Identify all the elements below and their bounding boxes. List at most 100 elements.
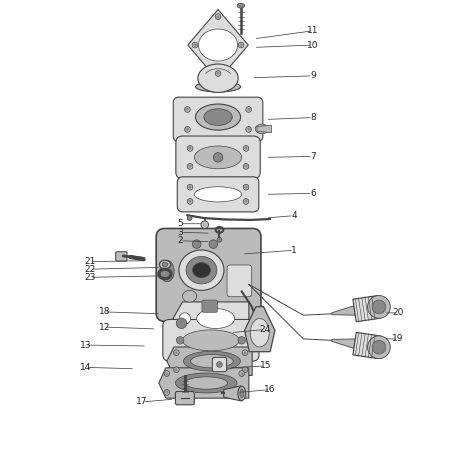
Text: 9: 9	[310, 72, 316, 80]
FancyBboxPatch shape	[212, 357, 227, 372]
Ellipse shape	[183, 351, 240, 371]
Circle shape	[367, 295, 390, 318]
Ellipse shape	[199, 29, 237, 61]
Ellipse shape	[372, 340, 386, 354]
Text: 1: 1	[291, 246, 297, 255]
Circle shape	[187, 184, 193, 190]
Circle shape	[176, 318, 187, 328]
Circle shape	[242, 350, 248, 356]
Text: 4: 4	[291, 211, 297, 220]
Text: 8: 8	[310, 113, 316, 122]
Circle shape	[238, 42, 244, 48]
Text: 5: 5	[177, 219, 183, 228]
Circle shape	[246, 107, 251, 112]
Polygon shape	[257, 125, 271, 133]
Text: 3: 3	[177, 228, 183, 237]
Text: 17: 17	[137, 398, 148, 406]
Circle shape	[192, 240, 201, 248]
Ellipse shape	[192, 263, 210, 278]
Text: 14: 14	[80, 363, 91, 372]
Ellipse shape	[175, 373, 237, 393]
Polygon shape	[332, 339, 355, 348]
Ellipse shape	[255, 124, 268, 134]
Circle shape	[164, 371, 170, 376]
FancyBboxPatch shape	[176, 136, 260, 179]
Text: 10: 10	[307, 41, 319, 49]
Text: 23: 23	[84, 273, 96, 282]
Polygon shape	[188, 9, 248, 81]
Circle shape	[217, 362, 222, 367]
Ellipse shape	[159, 260, 171, 269]
Text: 2: 2	[177, 237, 183, 245]
Circle shape	[215, 71, 221, 76]
FancyBboxPatch shape	[177, 177, 259, 212]
Text: 19: 19	[392, 335, 404, 343]
Text: 18: 18	[99, 308, 110, 316]
Circle shape	[243, 164, 249, 169]
Circle shape	[187, 199, 193, 204]
Ellipse shape	[186, 256, 217, 284]
Text: 11: 11	[307, 27, 319, 35]
FancyBboxPatch shape	[163, 319, 259, 361]
Circle shape	[215, 14, 221, 19]
Circle shape	[209, 240, 218, 248]
Ellipse shape	[162, 263, 168, 266]
Polygon shape	[173, 302, 249, 335]
Ellipse shape	[250, 319, 269, 347]
Circle shape	[164, 390, 170, 395]
Ellipse shape	[204, 109, 232, 126]
Ellipse shape	[179, 250, 224, 290]
FancyBboxPatch shape	[175, 392, 194, 405]
Ellipse shape	[191, 355, 233, 368]
Circle shape	[239, 371, 245, 376]
Circle shape	[201, 221, 209, 228]
Circle shape	[185, 107, 191, 112]
Circle shape	[173, 367, 179, 373]
Circle shape	[243, 184, 249, 190]
Circle shape	[192, 42, 198, 48]
Circle shape	[217, 237, 222, 242]
FancyBboxPatch shape	[116, 252, 127, 261]
Polygon shape	[353, 296, 381, 322]
Ellipse shape	[238, 386, 246, 401]
FancyBboxPatch shape	[202, 300, 218, 312]
Ellipse shape	[237, 3, 245, 8]
Circle shape	[367, 336, 390, 359]
Ellipse shape	[240, 389, 244, 398]
Polygon shape	[159, 368, 249, 398]
Circle shape	[187, 164, 193, 169]
Circle shape	[176, 337, 184, 344]
Ellipse shape	[194, 187, 242, 202]
Text: 22: 22	[84, 265, 96, 273]
Text: 12: 12	[99, 323, 110, 331]
Ellipse shape	[185, 377, 228, 389]
Circle shape	[246, 127, 251, 132]
Ellipse shape	[196, 104, 240, 130]
Polygon shape	[353, 332, 381, 358]
Text: 21: 21	[84, 257, 96, 266]
Circle shape	[173, 350, 179, 356]
FancyBboxPatch shape	[173, 97, 263, 142]
FancyBboxPatch shape	[156, 228, 261, 321]
Text: 16: 16	[264, 385, 276, 394]
Circle shape	[243, 146, 249, 151]
Circle shape	[243, 199, 249, 204]
Text: 7: 7	[310, 152, 316, 161]
Text: 6: 6	[310, 189, 316, 198]
Text: 13: 13	[80, 341, 91, 349]
Polygon shape	[167, 347, 252, 375]
Ellipse shape	[197, 309, 235, 328]
Ellipse shape	[196, 82, 240, 92]
Circle shape	[187, 146, 193, 151]
Text: 15: 15	[260, 362, 271, 370]
Circle shape	[213, 153, 223, 162]
Ellipse shape	[198, 64, 238, 92]
Ellipse shape	[372, 300, 386, 314]
FancyBboxPatch shape	[227, 265, 252, 297]
Polygon shape	[245, 307, 275, 352]
Text: 20: 20	[392, 309, 404, 317]
Circle shape	[179, 313, 191, 324]
Circle shape	[185, 127, 191, 132]
Polygon shape	[332, 306, 355, 315]
Ellipse shape	[182, 330, 239, 351]
